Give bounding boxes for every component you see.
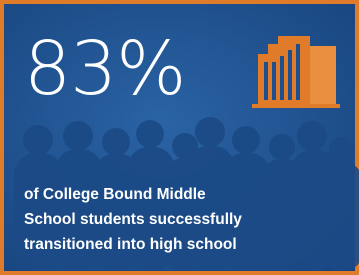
caption-line: School students successfully (24, 211, 242, 228)
stat-value: 83% (24, 26, 185, 112)
stat-card: 83% of College Bound Middle School studen… (0, 0, 359, 275)
caption-line: transitioned into high school (24, 236, 237, 253)
page: 83% of College Bound Middle School studen… (0, 0, 359, 275)
caption-line: of College Bound Middle (24, 186, 206, 203)
